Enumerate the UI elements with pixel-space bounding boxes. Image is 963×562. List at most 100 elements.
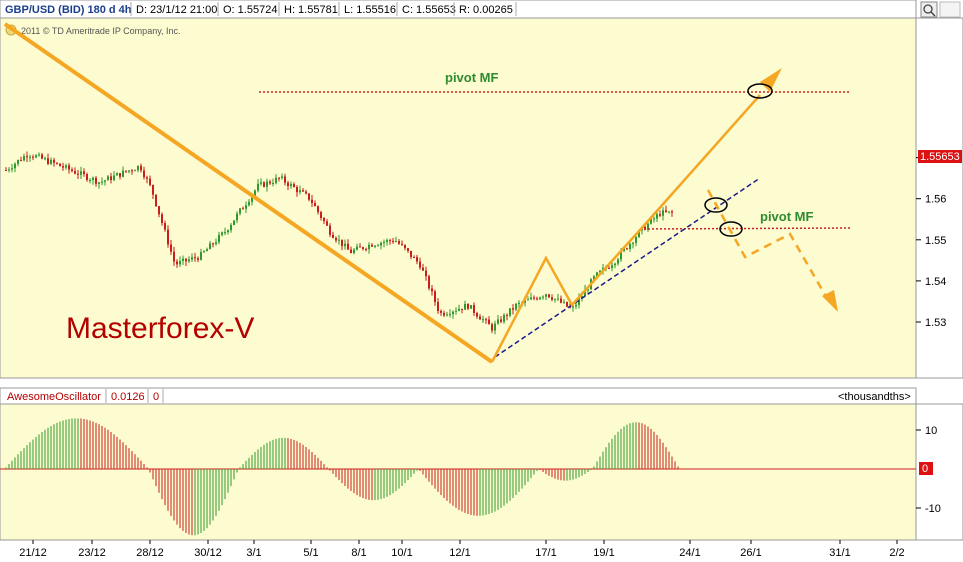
candle-body — [527, 299, 529, 301]
retest-ellipse — [719, 221, 743, 237]
candle-body — [425, 270, 427, 277]
candle-body — [71, 169, 73, 172]
candle-body — [545, 294, 547, 297]
candle-body — [617, 259, 619, 264]
header-info: GBP/USD (BID) 180 d 4h D: 23/1/12 21:00 … — [5, 2, 517, 16]
indicator-name: AwesomeOscillator — [7, 391, 101, 403]
zoom-button[interactable] — [920, 1, 938, 18]
candle-body — [122, 170, 124, 177]
candle-body — [518, 302, 520, 304]
candle-body — [629, 243, 631, 250]
candle-body — [413, 257, 415, 259]
candle-body — [320, 212, 322, 219]
candle-body — [335, 237, 337, 241]
candlesticks — [5, 151, 673, 335]
candle-body — [194, 257, 196, 259]
candle-body — [68, 165, 70, 170]
candle-body — [35, 155, 37, 158]
date-tick-label: 24/1 — [679, 547, 700, 559]
downtrend-line — [3, 22, 494, 364]
candle-body — [125, 170, 127, 172]
candle-body — [404, 244, 406, 249]
date-tick-label: 3/1 — [246, 547, 261, 559]
candle-body — [347, 243, 349, 250]
candle-body — [146, 177, 148, 179]
candle-body — [515, 303, 517, 310]
candle-body — [578, 298, 580, 305]
candle-body — [440, 311, 442, 313]
indicator-extra: 0 — [153, 391, 159, 403]
candle-body — [668, 211, 670, 213]
candle-body — [371, 244, 373, 247]
candle-body — [116, 173, 118, 176]
oscillator-axis: 10 -10 — [916, 425, 941, 515]
date-tick-label: 21/12 — [19, 547, 47, 559]
candle-body — [296, 187, 298, 193]
candle-body — [161, 214, 163, 224]
candle-body — [581, 296, 583, 299]
candle-body — [104, 180, 106, 182]
date-tick-label: 5/1 — [303, 547, 318, 559]
candle-body — [47, 158, 49, 164]
candle-body — [350, 249, 352, 254]
candle-body — [536, 298, 538, 300]
oscillator-tick-label: -10 — [925, 503, 941, 515]
candle-body — [428, 276, 430, 289]
candle-body — [458, 308, 460, 311]
oscillator-tick-label: 10 — [925, 425, 937, 437]
candle-body — [176, 261, 178, 265]
candle-body — [293, 184, 295, 188]
candle-body — [614, 263, 616, 266]
oscillator-bars — [5, 418, 679, 536]
candle-body — [392, 240, 394, 242]
candle-body — [164, 223, 166, 230]
candle-body — [50, 159, 52, 164]
candle-body — [59, 163, 61, 167]
candle-body — [419, 261, 421, 268]
candle-body — [596, 272, 598, 277]
candle-body — [302, 190, 304, 192]
candle-body — [17, 159, 19, 164]
candle-body — [572, 306, 574, 308]
candle-body — [422, 267, 424, 271]
date-tick-label: 30/12 — [194, 547, 222, 559]
header-high: H: 1.55781 — [284, 4, 338, 16]
candle-body — [362, 247, 364, 249]
candle-body — [53, 159, 55, 163]
candle-body — [368, 244, 370, 250]
candle-body — [476, 313, 478, 317]
candle-body — [257, 183, 259, 191]
candle-body — [209, 243, 211, 250]
magnifier-icon — [923, 4, 933, 14]
candle-body — [566, 301, 568, 307]
candle-body — [29, 156, 31, 158]
candle-body — [41, 154, 43, 159]
candle-body — [113, 175, 115, 181]
candle-body — [218, 234, 220, 243]
candle-body — [563, 301, 565, 303]
candle-body — [281, 176, 283, 178]
brand-label: Masterforex-V — [66, 312, 254, 345]
candle-body — [494, 323, 496, 331]
candle-body — [131, 170, 133, 172]
candle-body — [8, 169, 10, 171]
oscillator-current-marker — [919, 462, 933, 475]
indicator-strip — [0, 387, 917, 405]
candle-body — [203, 251, 205, 253]
candle-body — [551, 297, 553, 300]
oscillator-zero-label: 0 — [922, 463, 928, 475]
candle-body — [143, 170, 145, 178]
candle-body — [239, 208, 241, 214]
candle-body — [107, 176, 109, 181]
candle-body — [407, 248, 409, 251]
candle-body — [455, 310, 457, 312]
candle-body — [503, 314, 505, 322]
candle-body — [338, 239, 340, 241]
price-tick-label: 1.56 — [925, 194, 946, 206]
candle-body — [341, 239, 343, 247]
candle-body — [512, 308, 514, 310]
date-tick-label: 10/1 — [391, 547, 412, 559]
scroll-button[interactable] — [939, 1, 961, 18]
candle-body — [212, 243, 214, 245]
candle-body — [461, 308, 463, 310]
